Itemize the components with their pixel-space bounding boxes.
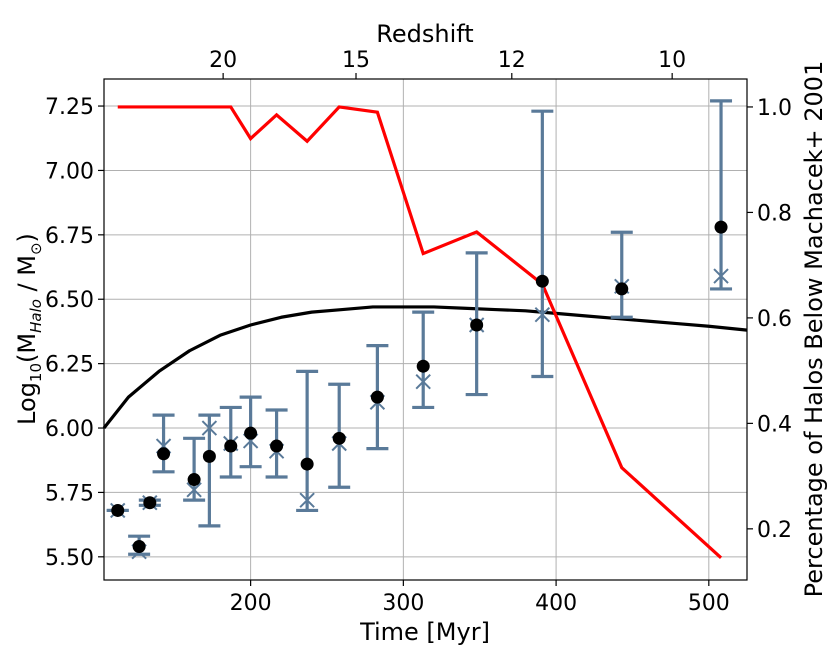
x-marker [201, 420, 218, 436]
y-tick-label: 6.00 [45, 417, 94, 442]
y-tick-label: 5.75 [45, 481, 94, 506]
y-tick-label: 7.00 [45, 159, 94, 184]
redshift-tick-label: 10 [658, 48, 686, 73]
y-tick-label: 6.25 [45, 353, 94, 378]
y-label-close: ) [13, 233, 41, 242]
plot-frame [103, 78, 748, 581]
y-label-sun-sub: ⊙ [27, 242, 45, 255]
circle-marker [157, 447, 171, 461]
axis-ticks: 200 300 400 500 5.50 5.75 6.00 6.25 6.50 6.75 7.00… [45, 48, 792, 616]
circle-marker [224, 439, 238, 453]
redshift-tick-label: 15 [342, 48, 370, 73]
x-axis-title: Time [Myr] [359, 618, 490, 646]
circle-marker [370, 390, 384, 404]
x-marker [299, 492, 315, 508]
circle-marker [132, 540, 146, 554]
y-label-log-sub: 10 [27, 363, 45, 382]
redshift-tick-label: 20 [209, 48, 237, 73]
x-tick-label: 200 [230, 591, 272, 616]
x-marker [186, 482, 202, 498]
circle-marker [202, 449, 216, 463]
x-marker [713, 268, 729, 284]
circle-marker [615, 282, 629, 296]
circle-marker [300, 457, 314, 471]
circle-marker [332, 431, 346, 445]
x-marker [415, 373, 431, 390]
circle-marker [187, 473, 201, 487]
machacek-threshold-line [102, 305, 748, 430]
circle-marker [535, 274, 549, 288]
y2-axis-title: Percentage of Halos Below Machacek+ 2001 [800, 61, 828, 598]
circle-marker [416, 359, 430, 373]
circle-marker [143, 496, 157, 510]
y-label-m: (M [13, 333, 41, 363]
y-label-log: Log [13, 382, 41, 425]
y2-tick-label: 1.0 [757, 96, 792, 121]
y2-tick-label: 0.2 [757, 518, 792, 543]
y2-tick-label: 0.6 [757, 307, 792, 332]
x-marker [534, 306, 551, 323]
x-tick-label: 500 [688, 591, 730, 616]
y-tick-label: 7.25 [45, 95, 94, 120]
y-tick-label: 6.50 [45, 288, 94, 313]
y-tick-label: 6.75 [45, 224, 94, 249]
circle-marker [714, 220, 728, 234]
y2-tick-label: 0.4 [757, 412, 792, 437]
y-tick-label: 5.50 [45, 546, 94, 571]
circle-marker [470, 318, 484, 332]
y-label-msun: / M [13, 255, 41, 299]
x2-axis-title: Redshift [376, 20, 473, 48]
x-tick-label: 400 [535, 591, 577, 616]
redshift-tick-label: 12 [498, 48, 526, 73]
circle-marker [111, 503, 125, 517]
grid-lines [104, 79, 747, 580]
circle-marker [270, 439, 284, 453]
series-layer [102, 99, 748, 560]
percentage-below-line [117, 105, 723, 560]
circle-marker [244, 426, 258, 440]
x-tick-label: 300 [382, 591, 424, 616]
y-label-halo-sub: Halo [27, 299, 45, 333]
y-axis-title: Log10(MHalo / M⊙) [13, 233, 45, 425]
y2-tick-label: 0.8 [757, 201, 792, 226]
